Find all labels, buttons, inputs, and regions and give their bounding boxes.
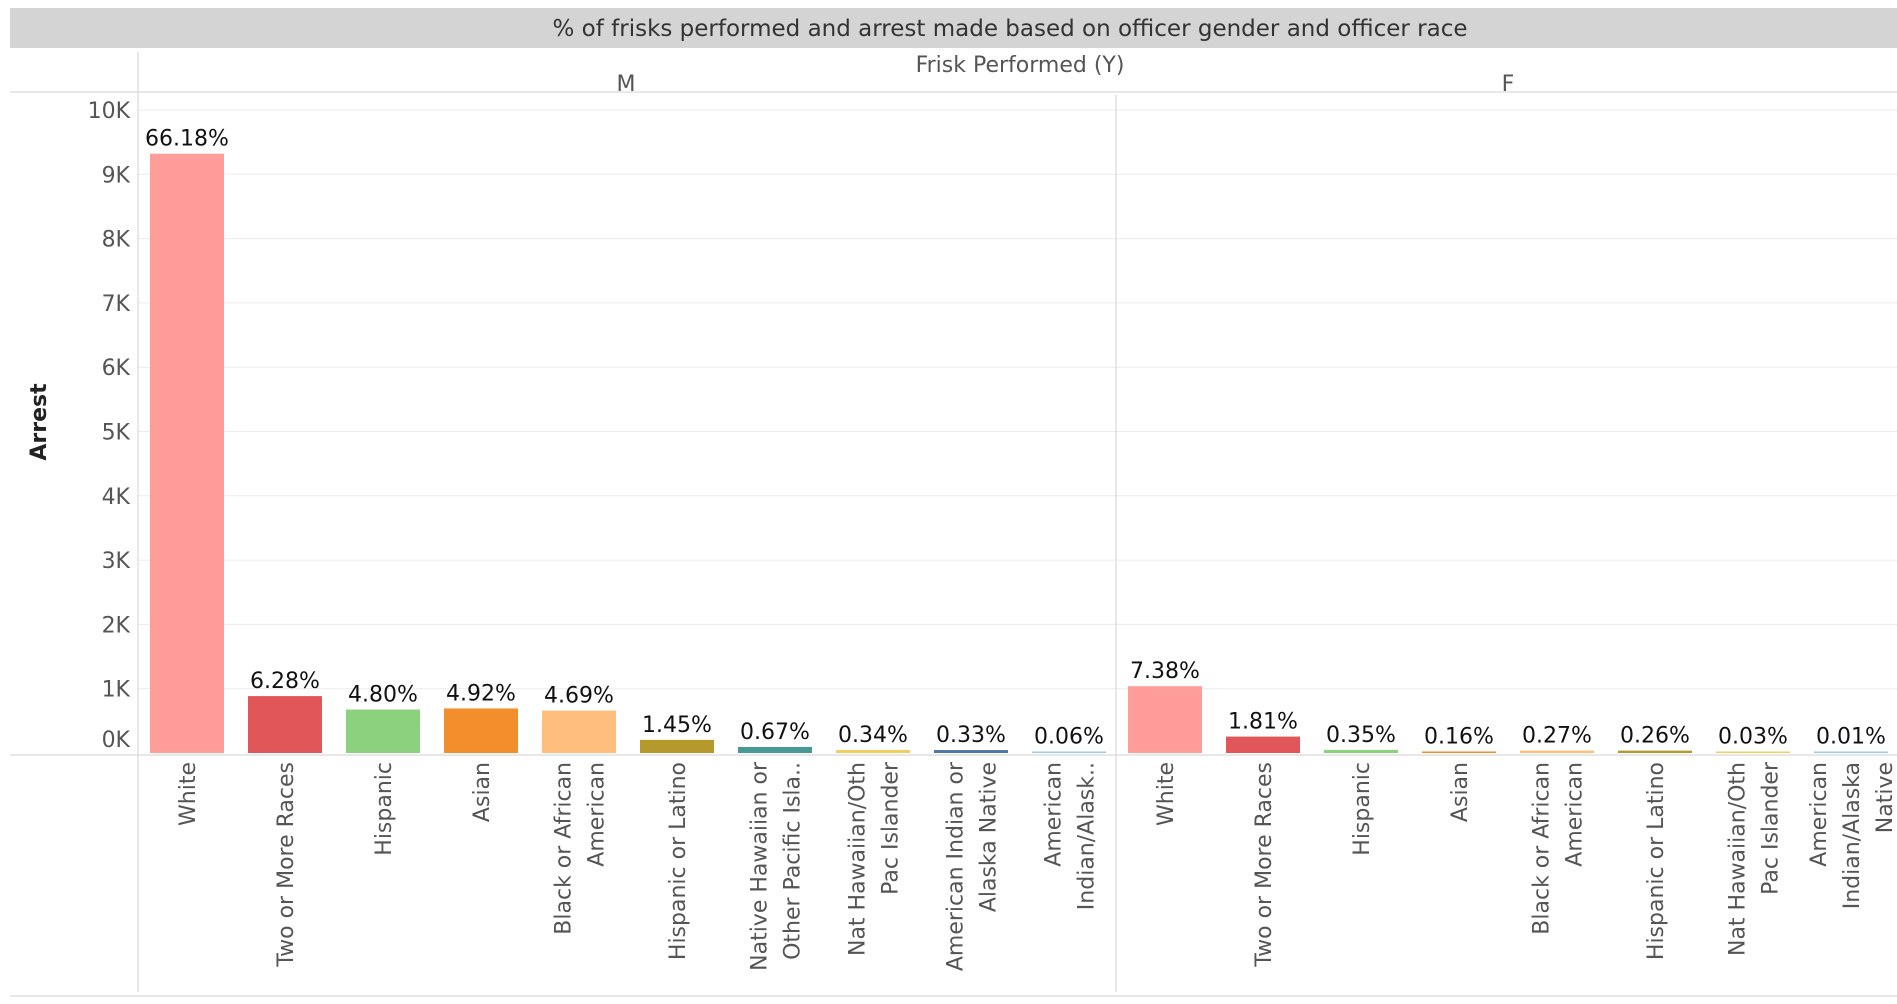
data-label: 6.28% <box>250 669 320 694</box>
category-label: White <box>1154 762 1179 826</box>
data-label: 0.03% <box>1718 725 1788 750</box>
category-label: Native Hawaiian or Other Pacific Isla.. <box>748 761 806 971</box>
bar[interactable] <box>346 709 420 753</box>
chart-title: % of frisks performed and arrest made ba… <box>553 16 1468 42</box>
category-label: Nat Hawaiian/Oth Pac Islander <box>1726 761 1784 956</box>
category-label: Asian <box>470 762 495 822</box>
category-labels: White Two or More Races Hispanic Asian Black… <box>176 761 1897 971</box>
y-tick-label: 0K <box>102 728 131 753</box>
data-label: 0.06% <box>1034 725 1104 750</box>
data-label: 0.26% <box>1620 724 1690 749</box>
category-label: White <box>176 762 201 826</box>
y-tick-label: 9K <box>102 163 131 188</box>
bar[interactable] <box>1226 736 1300 753</box>
bar[interactable] <box>640 739 714 753</box>
data-label: 0.01% <box>1816 725 1886 750</box>
y-tick-label: 10K <box>88 99 131 124</box>
column-header: Frisk Performed (Y) <box>916 53 1125 78</box>
category-label: Black or African American <box>552 762 610 935</box>
category-label: Hispanic <box>372 762 397 856</box>
data-label: 7.38% <box>1130 659 1200 684</box>
bar[interactable] <box>1716 751 1790 754</box>
bar[interactable] <box>934 750 1008 753</box>
bar[interactable] <box>836 749 910 753</box>
data-label: 1.81% <box>1228 710 1298 735</box>
gridlines <box>138 109 1897 690</box>
bar[interactable] <box>248 696 322 753</box>
bar[interactable] <box>738 746 812 753</box>
category-label: American Indian or Alaska Native <box>944 761 1002 971</box>
panel-header-f: F <box>1502 72 1515 97</box>
bar[interactable] <box>1618 750 1692 753</box>
bar[interactable] <box>1128 686 1202 753</box>
data-label: 4.92% <box>446 681 516 706</box>
category-label: American Indian/Alaska Native <box>1807 762 1897 909</box>
y-tick-label: 5K <box>102 421 131 446</box>
data-label: 0.33% <box>936 723 1006 748</box>
bar[interactable] <box>150 153 224 753</box>
y-tick-label: 7K <box>102 292 131 317</box>
bar[interactable] <box>1520 750 1594 753</box>
y-tick-label: 6K <box>102 356 131 381</box>
category-label: Asian <box>1448 762 1473 822</box>
panel-header-m: M <box>617 72 636 97</box>
bar[interactable] <box>1324 749 1398 753</box>
data-label: 4.80% <box>348 683 418 708</box>
data-label: 0.34% <box>838 723 908 748</box>
y-axis: 0K 1K 2K 3K 4K 5K 6K 7K 8K 9K 10K <box>88 99 131 753</box>
category-label: Nat Hawaiian/Oth Pac Islander <box>846 761 904 956</box>
data-label: 0.35% <box>1326 723 1396 748</box>
category-label: Two or More Races <box>1252 762 1277 968</box>
category-label: Two or More Races <box>274 762 299 968</box>
category-label: Black or African American <box>1530 762 1588 935</box>
y-tick-label: 1K <box>102 678 131 703</box>
data-label: 0.16% <box>1424 725 1494 750</box>
data-label: 0.67% <box>740 720 810 745</box>
y-tick-label: 3K <box>102 549 131 574</box>
data-label: 66.18% <box>145 127 229 152</box>
bar[interactable] <box>1422 751 1496 754</box>
panel-frame <box>10 52 1897 997</box>
y-tick-label: 4K <box>102 485 131 510</box>
category-label: Hispanic <box>1350 762 1375 856</box>
y-axis-label: Arrest <box>27 383 52 461</box>
category-label: American Indian/Alask.. <box>1042 762 1100 910</box>
data-label: 4.69% <box>544 684 614 709</box>
category-label: Hispanic or Latino <box>1644 762 1669 960</box>
y-tick-label: 2K <box>102 613 131 638</box>
bar[interactable] <box>1032 751 1106 754</box>
title-bar <box>10 8 1897 48</box>
bar[interactable] <box>542 710 616 753</box>
data-labels: 66.18% 6.28% 4.80% 4.92% 4.69% 1.45% 0.67% 0.34… <box>145 127 1886 750</box>
data-label: 0.27% <box>1522 724 1592 749</box>
category-label: Hispanic or Latino <box>666 762 691 960</box>
data-label: 1.45% <box>642 713 712 738</box>
bar[interactable] <box>444 708 518 753</box>
bar[interactable] <box>1814 751 1888 754</box>
bars <box>150 153 1888 754</box>
y-tick-label: 8K <box>102 228 131 253</box>
